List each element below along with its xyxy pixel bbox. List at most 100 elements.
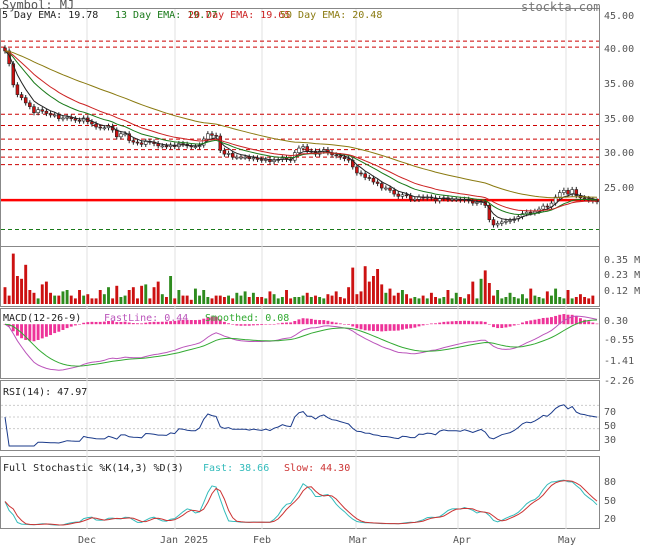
volume-bar <box>442 297 446 304</box>
candle-body <box>94 123 98 128</box>
candle-body <box>259 159 264 161</box>
candle-body <box>251 157 256 160</box>
volume-bar <box>409 298 413 304</box>
volume-bar <box>3 287 7 304</box>
volume-bar <box>421 295 425 304</box>
candle-body <box>334 154 338 157</box>
macd-histogram-bar <box>119 321 123 325</box>
macd-histogram-bar <box>152 321 156 325</box>
macd-histogram-bar <box>28 324 32 341</box>
volume-tick: 0.23 M <box>604 270 640 281</box>
macd-histogram-bar <box>504 324 508 328</box>
macd-histogram-bar <box>421 324 425 326</box>
candle-body <box>367 177 372 179</box>
volume-bar <box>57 295 61 304</box>
macd-histogram-bar <box>268 324 272 325</box>
candle-body <box>342 156 347 159</box>
macd-histogram-bar <box>454 321 458 325</box>
macd-histogram-bar <box>578 318 582 325</box>
stoch-slow-line <box>4 480 598 526</box>
macd-histogram-bar <box>492 324 495 328</box>
candle-body <box>371 177 376 183</box>
volume-bar <box>429 292 433 304</box>
stochastic-panel <box>0 456 600 529</box>
volume-bar <box>450 298 454 304</box>
macd-panel <box>0 308 600 379</box>
macd-histogram-bar <box>131 323 135 325</box>
macd-histogram-bar <box>392 324 396 331</box>
month-label: May <box>558 535 576 546</box>
rsi-tick: 50 <box>604 421 616 432</box>
volume-bar <box>160 294 164 304</box>
macd-histogram-bar <box>181 319 185 325</box>
price-tick: 45.00 <box>604 11 634 22</box>
candle-body <box>19 94 24 98</box>
macd-histogram-bar <box>285 322 288 325</box>
candle-body <box>61 117 65 120</box>
macd-histogram-bar <box>102 321 106 325</box>
volume-bar <box>251 292 255 304</box>
volume-bar <box>508 292 512 304</box>
candle-body <box>562 189 566 193</box>
price-tick: 35.00 <box>604 79 634 90</box>
macd-histogram-bar <box>7 324 11 327</box>
volume-bar <box>193 288 197 304</box>
macd-histogram-bar <box>359 324 363 330</box>
volume-bar <box>11 253 15 304</box>
volume-bar <box>541 298 545 304</box>
candle-body <box>23 97 28 104</box>
volume-bar <box>537 297 541 304</box>
volume-bar <box>425 298 429 304</box>
macd-histogram-bar <box>417 324 421 327</box>
candle-body <box>379 183 384 189</box>
macd-histogram-bar <box>595 323 599 325</box>
macd-histogram-bar <box>570 314 574 325</box>
volume-bar <box>218 295 222 304</box>
macd-histogram-bar <box>475 321 479 325</box>
volume-bar <box>434 297 437 304</box>
volume-bar <box>566 290 570 304</box>
volume-bar <box>525 298 529 304</box>
rsi-tick: 30 <box>604 435 616 446</box>
macd-histogram-bar <box>272 324 276 325</box>
macd-histogram-bar <box>409 324 413 329</box>
candle-body <box>557 192 562 198</box>
candle-body <box>230 153 235 158</box>
stoch-tick: 80 <box>604 477 616 488</box>
macd-histogram-bar <box>36 324 40 340</box>
macd-histogram-bar <box>376 324 380 332</box>
macd-histogram-bar <box>562 314 566 325</box>
macd-histogram-bar <box>61 324 65 330</box>
macd-plot <box>3 314 599 371</box>
macd-histogram-bar <box>90 321 94 325</box>
stochastic-plot <box>4 479 598 526</box>
volume-bar <box>417 298 421 304</box>
macd-histogram-bar <box>160 321 164 325</box>
volume-bar <box>314 295 317 304</box>
volume-bar <box>65 290 69 304</box>
candle-body <box>566 189 570 195</box>
candle-body <box>28 102 32 107</box>
macd-histogram-bar <box>127 322 131 325</box>
stoch-tick: 20 <box>604 514 616 525</box>
macd-histogram-bar <box>500 324 504 329</box>
candle-body <box>243 156 247 159</box>
volume-bar <box>32 292 36 304</box>
macd-histogram-bar <box>425 324 429 325</box>
macd-histogram-bar <box>49 324 52 336</box>
volume-bar <box>483 270 487 304</box>
candle-body <box>384 187 388 190</box>
candle-body <box>119 133 123 138</box>
macd-histogram-bar <box>264 324 268 325</box>
macd-histogram-bar <box>65 324 69 329</box>
macd-histogram-bar <box>396 324 400 331</box>
volume-bar <box>467 294 471 304</box>
volume-bar <box>119 297 123 304</box>
volume-bar <box>206 297 210 304</box>
macd-histogram-bar <box>107 320 110 325</box>
volume-bars <box>3 253 595 304</box>
volume-bar <box>20 278 24 304</box>
volume-bar <box>189 299 193 304</box>
candle-body <box>338 155 343 158</box>
rsi-panel <box>0 380 600 451</box>
